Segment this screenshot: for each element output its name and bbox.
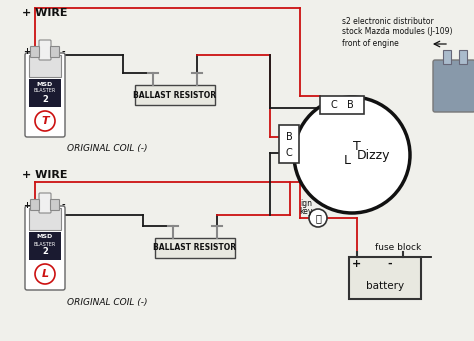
Text: ign: ign (300, 199, 312, 208)
Text: -: - (61, 47, 65, 57)
Text: BALLAST RESISTOR: BALLAST RESISTOR (154, 243, 237, 252)
Text: fuse block: fuse block (375, 242, 421, 252)
Text: 2: 2 (42, 94, 48, 104)
Bar (135, 85, 215, 105)
Text: MSD: MSD (37, 235, 53, 239)
Bar (443, 50, 451, 64)
Circle shape (35, 111, 55, 131)
Text: ORIGINAL COIL (-): ORIGINAL COIL (-) (67, 297, 147, 307)
FancyBboxPatch shape (433, 60, 474, 112)
Circle shape (294, 97, 410, 213)
Bar (459, 50, 467, 64)
Bar (29, 79, 61, 107)
Text: T: T (353, 140, 361, 153)
Text: + WIRE: + WIRE (22, 170, 67, 180)
Text: L: L (344, 153, 350, 166)
Circle shape (309, 209, 327, 227)
Text: +: + (24, 47, 30, 57)
FancyBboxPatch shape (30, 46, 39, 58)
Text: BLASTER: BLASTER (34, 241, 56, 247)
Bar (155, 238, 235, 258)
Text: +: + (352, 259, 362, 269)
Bar (320, 96, 364, 114)
Text: B: B (286, 132, 292, 142)
FancyBboxPatch shape (39, 193, 51, 213)
Text: C: C (286, 148, 292, 158)
Bar (29, 55, 61, 77)
Text: BLASTER: BLASTER (34, 89, 56, 93)
Bar (349, 257, 421, 299)
Text: C: C (331, 100, 337, 110)
FancyBboxPatch shape (25, 53, 65, 137)
Text: + WIRE: + WIRE (22, 8, 67, 18)
Text: -: - (388, 259, 392, 269)
FancyBboxPatch shape (39, 40, 51, 60)
Text: MSD: MSD (37, 81, 53, 87)
Text: battery: battery (366, 281, 404, 291)
Circle shape (35, 264, 55, 284)
Text: +: + (24, 201, 30, 209)
Text: ORIGINAL COIL (-): ORIGINAL COIL (-) (67, 144, 147, 152)
FancyBboxPatch shape (30, 199, 39, 210)
Text: B: B (346, 100, 354, 110)
Text: stock Mazda modules (J-109): stock Mazda modules (J-109) (342, 28, 453, 36)
Text: -: - (61, 201, 65, 209)
Text: s2 electronic distributor: s2 electronic distributor (342, 17, 434, 27)
FancyBboxPatch shape (51, 199, 60, 210)
Text: key: key (299, 207, 313, 216)
Bar (29, 232, 61, 260)
Bar (29, 208, 61, 230)
Text: 2: 2 (42, 248, 48, 256)
Text: BALLAST RESISTOR: BALLAST RESISTOR (134, 90, 217, 100)
FancyBboxPatch shape (25, 206, 65, 290)
FancyBboxPatch shape (51, 46, 60, 58)
Text: L: L (41, 269, 48, 279)
Text: T: T (41, 116, 49, 126)
Text: ⚿: ⚿ (315, 213, 321, 223)
Text: front of engine: front of engine (342, 40, 399, 48)
Bar (279, 125, 299, 163)
Text: Dizzy: Dizzy (357, 148, 391, 162)
